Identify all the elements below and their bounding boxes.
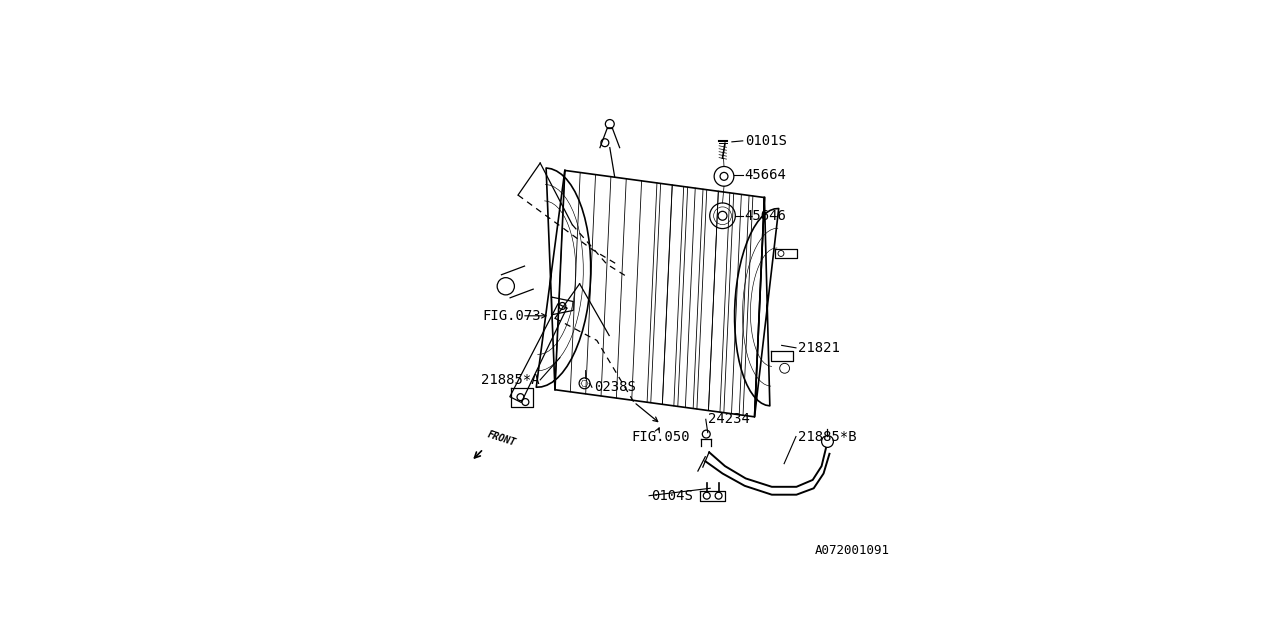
Text: 0101S: 0101S	[745, 134, 787, 148]
Text: FRONT: FRONT	[486, 430, 517, 449]
Text: FIG.050: FIG.050	[631, 429, 690, 444]
Text: A072001091: A072001091	[815, 544, 890, 557]
Text: 45646: 45646	[745, 209, 787, 223]
Text: 45664: 45664	[745, 168, 787, 182]
Text: 21821: 21821	[797, 341, 840, 355]
Text: 0238S: 0238S	[594, 380, 636, 394]
Text: 21885*B: 21885*B	[797, 429, 856, 444]
Text: 0104S: 0104S	[652, 489, 692, 502]
Text: FIG.073: FIG.073	[483, 309, 541, 323]
Text: 24234: 24234	[708, 412, 750, 426]
Text: 21885*A: 21885*A	[481, 373, 540, 387]
